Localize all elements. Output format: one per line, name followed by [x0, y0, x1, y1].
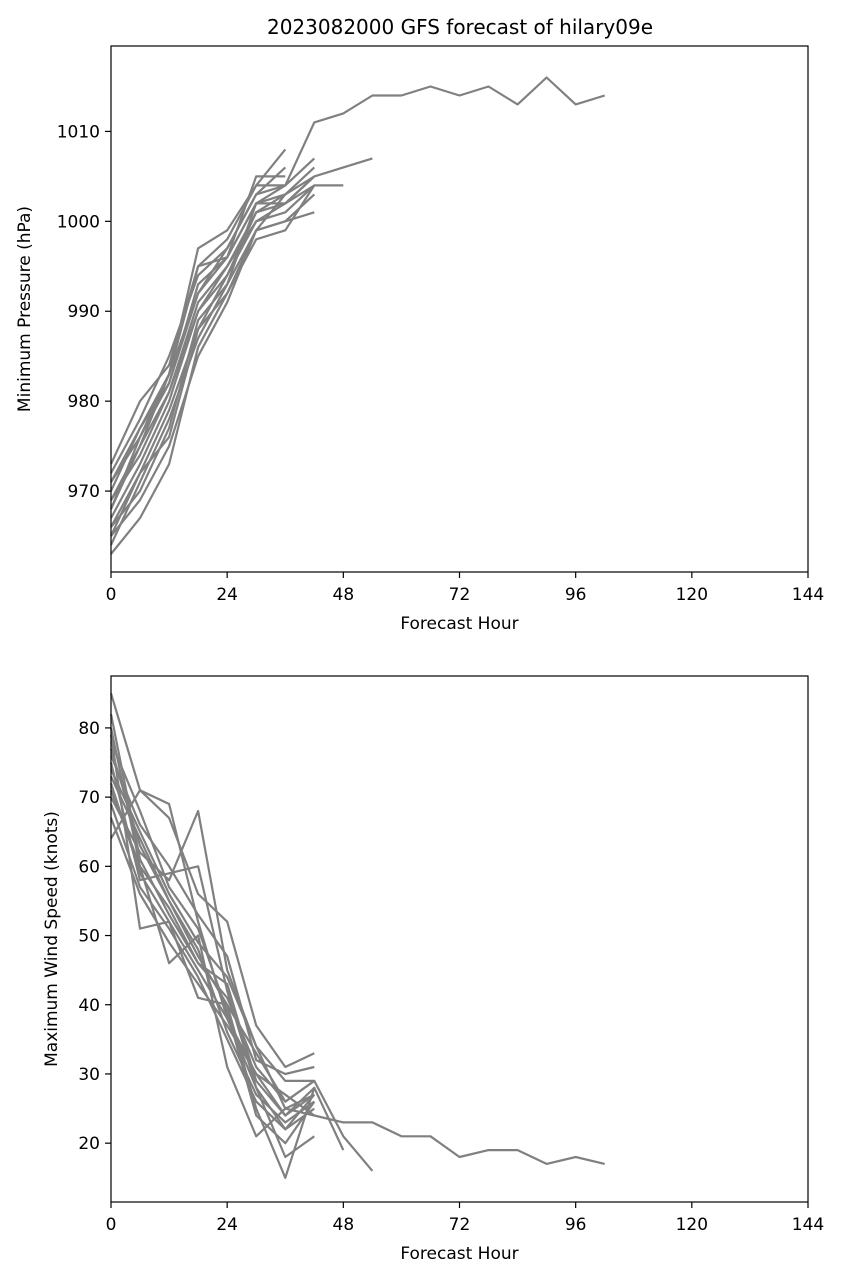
wind-y-ticks: 20 30 40 50 60 70 80	[78, 719, 111, 1154]
pressure-x-axis-label: Forecast Hour	[400, 614, 518, 634]
wind-y-tick-label: 80	[78, 719, 100, 739]
pressure-y-tick-label: 970	[68, 482, 100, 502]
wind-x-tick-label: 96	[565, 1215, 587, 1235]
wind-y-axis-label: Maximum Wind Speed (knots)	[42, 811, 62, 1067]
pressure-x-tick-label: 24	[216, 585, 238, 605]
pressure-x-tick-label: 144	[792, 585, 824, 605]
pressure-series-line-1	[110, 76, 606, 483]
pressure-traces	[109, 76, 606, 555]
wind-y-tick-label: 20	[78, 1134, 100, 1154]
wind-series-line-11	[109, 803, 315, 1131]
pressure-x-tick-label: 72	[449, 585, 471, 605]
wind-x-axis-label: Forecast Hour	[400, 1244, 518, 1264]
wind-x-tick-label: 120	[676, 1215, 708, 1235]
wind-series-line-1	[110, 768, 605, 1166]
pressure-series-line-14	[109, 175, 316, 510]
pressure-series-line-15	[110, 184, 286, 483]
wind-y-tick-label: 60	[78, 857, 100, 877]
wind-series-line-10	[110, 775, 315, 1124]
wind-series-line-5	[110, 796, 315, 1083]
wind-series-line-9	[109, 762, 315, 1159]
pressure-x-tick-label: 120	[676, 585, 708, 605]
wind-series-line-15	[109, 817, 315, 1117]
wind-series-line-8	[109, 727, 315, 1138]
pressure-series-line-6	[110, 184, 316, 555]
pressure-series-line-9	[110, 175, 316, 519]
pressure-series-line-13	[110, 193, 287, 528]
pressure-panel: 0 24 48 72 96 120 144 970 980 990 1000 1010 Foreca…	[15, 45, 824, 634]
wind-x-tick-label: 144	[792, 1215, 824, 1235]
pressure-x-ticks: 0 24 48 72 96 120 144	[106, 572, 824, 605]
pressure-y-tick-label: 980	[68, 392, 100, 412]
pressure-y-ticks: 970 980 990 1000 1010	[57, 122, 111, 502]
wind-x-tick-label: 0	[106, 1215, 117, 1235]
pressure-y-tick-label: 990	[68, 302, 100, 322]
wind-series-line-2	[109, 748, 374, 1172]
wind-x-tick-label: 24	[216, 1215, 238, 1235]
wind-y-tick-label: 50	[78, 927, 100, 947]
wind-series-line-6	[110, 789, 315, 1069]
wind-x-tick-label: 48	[333, 1215, 355, 1235]
pressure-series-line-11	[110, 166, 287, 474]
pressure-y-tick-label: 1000	[57, 212, 100, 232]
wind-traces	[109, 692, 605, 1179]
pressure-x-tick-label: 0	[106, 585, 117, 605]
pressure-y-tick-label: 1010	[57, 122, 100, 142]
wind-panel: 0 24 48 72 96 120 144 20 30 40 50 60 70 80 Forecast …	[42, 675, 824, 1264]
wind-y-tick-label: 40	[78, 996, 100, 1016]
pressure-series-line-2	[110, 157, 373, 510]
wind-series-line-16	[109, 713, 315, 1103]
wind-series-line-13	[109, 789, 315, 1117]
pressure-x-tick-label: 96	[565, 585, 587, 605]
wind-x-ticks: 0 24 48 72 96 120 144	[106, 1202, 824, 1235]
chart-title: 2023082000 GFS forecast of hilary09e	[267, 15, 653, 39]
wind-y-tick-label: 70	[78, 788, 100, 808]
wind-series-line-12	[109, 755, 315, 1076]
pressure-x-tick-label: 48	[333, 585, 355, 605]
pressure-y-axis-label: Minimum Pressure (hPa)	[15, 206, 35, 412]
wind-y-tick-label: 30	[78, 1065, 100, 1085]
pressure-series-line-12	[110, 184, 316, 501]
pressure-series-line-16	[110, 193, 316, 537]
wind-x-tick-label: 72	[449, 1215, 471, 1235]
wind-series-line-14	[109, 741, 316, 1145]
